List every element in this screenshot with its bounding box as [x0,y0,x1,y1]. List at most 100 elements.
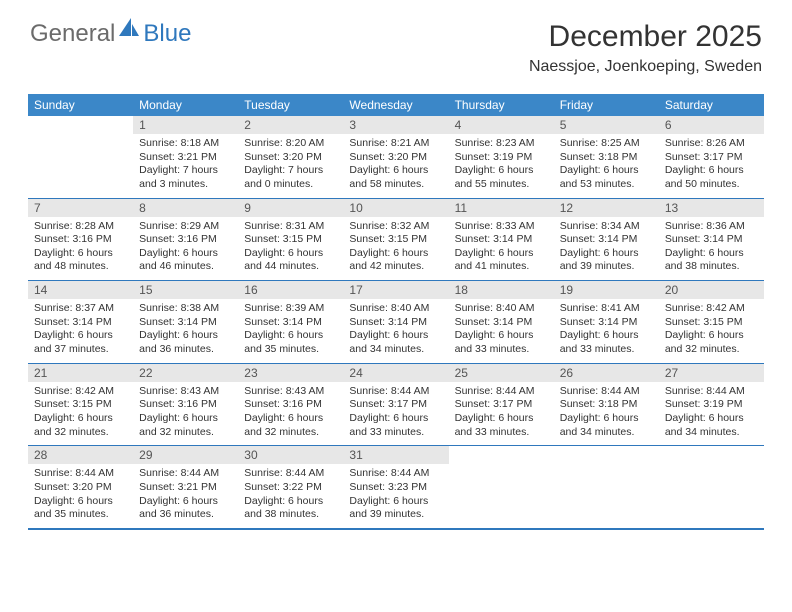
sunrise-text: Sunrise: 8:31 AM [244,220,337,234]
daylight-text: Daylight: 6 hours and 32 minutes. [34,412,127,439]
sunrise-text: Sunrise: 8:36 AM [665,220,758,234]
week-row: 7Sunrise: 8:28 AMSunset: 3:16 PMDaylight… [28,199,764,282]
day-number [554,446,659,450]
day-cell: 15Sunrise: 8:38 AMSunset: 3:14 PMDayligh… [133,281,238,363]
sunrise-text: Sunrise: 8:33 AM [455,220,548,234]
sunrise-text: Sunrise: 8:32 AM [349,220,442,234]
day-cell: 1Sunrise: 8:18 AMSunset: 3:21 PMDaylight… [133,116,238,198]
title-block: December 2025 Naessjoe, Joenkoeping, Swe… [529,20,762,76]
day-number: 10 [343,199,448,217]
day-header-saturday: Saturday [659,94,764,116]
day-cell: 22Sunrise: 8:43 AMSunset: 3:16 PMDayligh… [133,364,238,446]
sunset-text: Sunset: 3:22 PM [244,481,337,495]
day-number: 26 [554,364,659,382]
day-cell: 27Sunrise: 8:44 AMSunset: 3:19 PMDayligh… [659,364,764,446]
day-number: 6 [659,116,764,134]
week-row: 14Sunrise: 8:37 AMSunset: 3:14 PMDayligh… [28,281,764,364]
day-cell: 13Sunrise: 8:36 AMSunset: 3:14 PMDayligh… [659,199,764,281]
sunrise-text: Sunrise: 8:44 AM [665,385,758,399]
sunrise-text: Sunrise: 8:44 AM [34,467,127,481]
day-number: 18 [449,281,554,299]
day-header-friday: Friday [554,94,659,116]
sunset-text: Sunset: 3:21 PM [139,151,232,165]
sunset-text: Sunset: 3:14 PM [665,233,758,247]
daylight-text: Daylight: 6 hours and 53 minutes. [560,164,653,191]
sunrise-text: Sunrise: 8:39 AM [244,302,337,316]
day-cell: 17Sunrise: 8:40 AMSunset: 3:14 PMDayligh… [343,281,448,363]
sunrise-text: Sunrise: 8:43 AM [139,385,232,399]
sunset-text: Sunset: 3:14 PM [560,316,653,330]
sunset-text: Sunset: 3:14 PM [34,316,127,330]
day-number: 21 [28,364,133,382]
day-content: Sunrise: 8:41 AMSunset: 3:14 PMDaylight:… [554,299,659,363]
sunset-text: Sunset: 3:19 PM [455,151,548,165]
calendar: Sunday Monday Tuesday Wednesday Thursday… [28,94,764,530]
day-cell: 24Sunrise: 8:44 AMSunset: 3:17 PMDayligh… [343,364,448,446]
sunset-text: Sunset: 3:15 PM [34,398,127,412]
day-content: Sunrise: 8:44 AMSunset: 3:20 PMDaylight:… [28,464,133,528]
day-header-tuesday: Tuesday [238,94,343,116]
sunrise-text: Sunrise: 8:40 AM [455,302,548,316]
day-content: Sunrise: 8:44 AMSunset: 3:18 PMDaylight:… [554,382,659,446]
daylight-text: Daylight: 6 hours and 39 minutes. [560,247,653,274]
day-cell: 12Sunrise: 8:34 AMSunset: 3:14 PMDayligh… [554,199,659,281]
sunset-text: Sunset: 3:16 PM [139,398,232,412]
day-content: Sunrise: 8:44 AMSunset: 3:23 PMDaylight:… [343,464,448,528]
sunrise-text: Sunrise: 8:23 AM [455,137,548,151]
daylight-text: Daylight: 6 hours and 50 minutes. [665,164,758,191]
day-content: Sunrise: 8:44 AMSunset: 3:21 PMDaylight:… [133,464,238,528]
day-cell: 3Sunrise: 8:21 AMSunset: 3:20 PMDaylight… [343,116,448,198]
day-cell [28,116,133,198]
daylight-text: Daylight: 6 hours and 33 minutes. [455,329,548,356]
day-number: 24 [343,364,448,382]
day-content: Sunrise: 8:25 AMSunset: 3:18 PMDaylight:… [554,134,659,198]
day-number: 20 [659,281,764,299]
day-cell: 8Sunrise: 8:29 AMSunset: 3:16 PMDaylight… [133,199,238,281]
day-number: 22 [133,364,238,382]
day-cell [659,446,764,528]
day-cell: 2Sunrise: 8:20 AMSunset: 3:20 PMDaylight… [238,116,343,198]
day-number [659,446,764,450]
daylight-text: Daylight: 6 hours and 34 minutes. [349,329,442,356]
day-content: Sunrise: 8:44 AMSunset: 3:19 PMDaylight:… [659,382,764,446]
sunset-text: Sunset: 3:18 PM [560,398,653,412]
day-number [28,116,133,120]
daylight-text: Daylight: 6 hours and 48 minutes. [34,247,127,274]
daylight-text: Daylight: 6 hours and 44 minutes. [244,247,337,274]
day-cell: 25Sunrise: 8:44 AMSunset: 3:17 PMDayligh… [449,364,554,446]
sunset-text: Sunset: 3:23 PM [349,481,442,495]
day-number: 15 [133,281,238,299]
sunset-text: Sunset: 3:15 PM [244,233,337,247]
sunset-text: Sunset: 3:18 PM [560,151,653,165]
month-title: December 2025 [529,20,762,54]
sunset-text: Sunset: 3:14 PM [139,316,232,330]
sunset-text: Sunset: 3:14 PM [244,316,337,330]
sunset-text: Sunset: 3:17 PM [665,151,758,165]
day-header-row: Sunday Monday Tuesday Wednesday Thursday… [28,94,764,116]
sunrise-text: Sunrise: 8:38 AM [139,302,232,316]
day-content: Sunrise: 8:38 AMSunset: 3:14 PMDaylight:… [133,299,238,363]
day-number: 27 [659,364,764,382]
day-number: 12 [554,199,659,217]
daylight-text: Daylight: 6 hours and 41 minutes. [455,247,548,274]
sunrise-text: Sunrise: 8:18 AM [139,137,232,151]
sunset-text: Sunset: 3:17 PM [455,398,548,412]
sunset-text: Sunset: 3:14 PM [349,316,442,330]
daylight-text: Daylight: 6 hours and 37 minutes. [34,329,127,356]
day-number: 8 [133,199,238,217]
sunset-text: Sunset: 3:14 PM [560,233,653,247]
sunset-text: Sunset: 3:19 PM [665,398,758,412]
daylight-text: Daylight: 6 hours and 36 minutes. [139,329,232,356]
day-content: Sunrise: 8:42 AMSunset: 3:15 PMDaylight:… [659,299,764,363]
sunrise-text: Sunrise: 8:44 AM [349,385,442,399]
day-cell: 29Sunrise: 8:44 AMSunset: 3:21 PMDayligh… [133,446,238,528]
day-number: 29 [133,446,238,464]
sunrise-text: Sunrise: 8:21 AM [349,137,442,151]
sunrise-text: Sunrise: 8:37 AM [34,302,127,316]
daylight-text: Daylight: 7 hours and 0 minutes. [244,164,337,191]
day-number: 25 [449,364,554,382]
daylight-text: Daylight: 7 hours and 3 minutes. [139,164,232,191]
daylight-text: Daylight: 6 hours and 32 minutes. [665,329,758,356]
sunset-text: Sunset: 3:14 PM [455,233,548,247]
day-number [449,446,554,450]
